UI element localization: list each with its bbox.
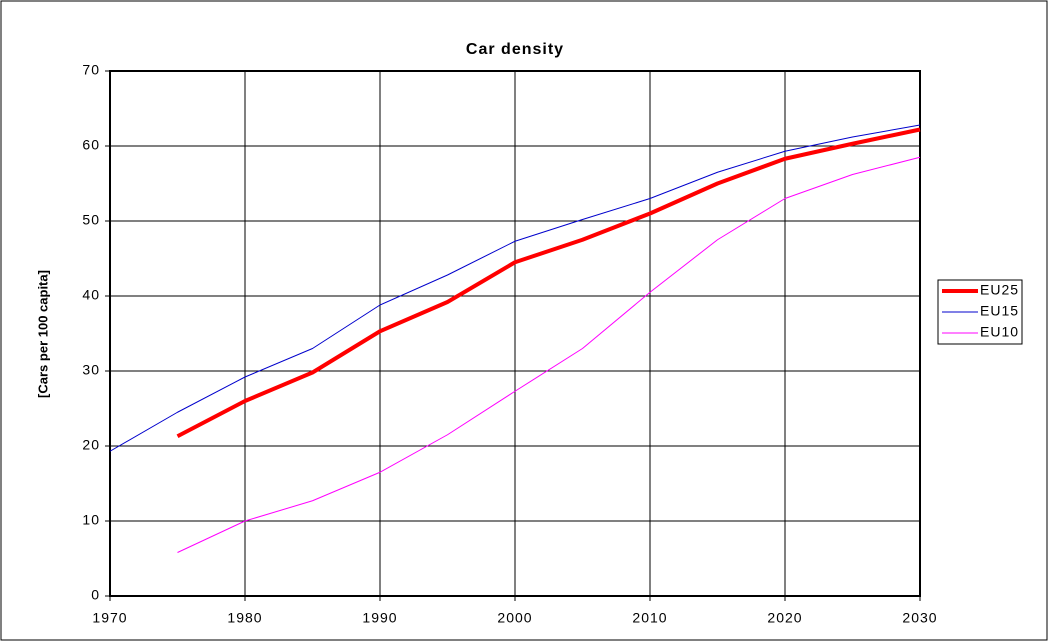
- x-tick-label: 2000: [497, 610, 532, 626]
- legend-label: EU10: [980, 324, 1019, 340]
- x-tick-label: 1980: [227, 610, 262, 626]
- y-tick-label: 40: [82, 287, 100, 303]
- legend-label: EU15: [980, 303, 1019, 319]
- x-tick-label: 1970: [92, 610, 127, 626]
- y-tick-label: 10: [82, 512, 100, 528]
- series-line: [176, 127, 921, 439]
- x-tick-label: 2030: [902, 610, 937, 626]
- y-axis-label: [Cars per 100 capita]: [35, 270, 50, 398]
- x-tick-label: 1990: [362, 610, 397, 626]
- y-tick-label: 60: [82, 137, 100, 153]
- y-tick-label: 0: [91, 587, 100, 603]
- series-line: [109, 124, 921, 452]
- y-tick-label: 20: [82, 437, 100, 453]
- y-tick-label: 50: [82, 212, 100, 228]
- y-tick-label: 30: [82, 362, 100, 378]
- x-tick-label: 2010: [632, 610, 667, 626]
- series-line: [177, 156, 921, 553]
- x-tick-label: 2020: [767, 610, 802, 626]
- y-tick-label: 70: [82, 62, 100, 78]
- legend-label: EU25: [980, 282, 1019, 298]
- chart-title: Car density: [466, 41, 564, 58]
